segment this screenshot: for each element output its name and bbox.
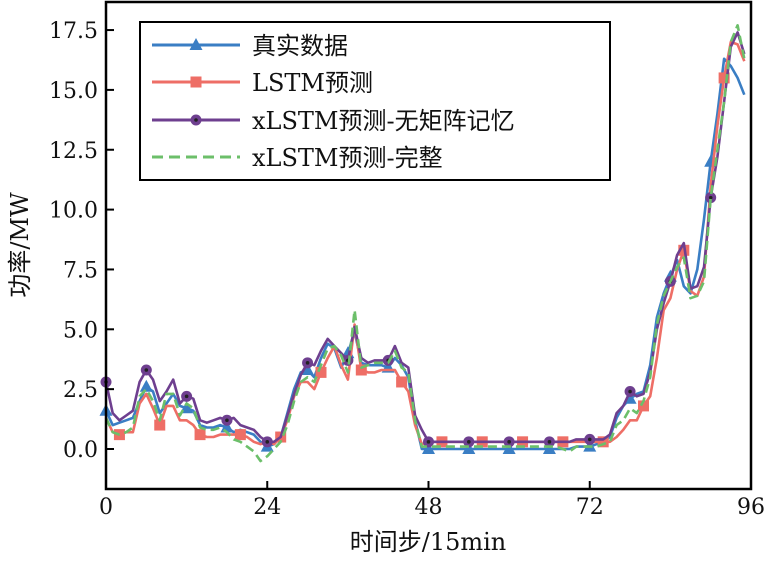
series-line: [104, 31, 746, 444]
data-point: [154, 419, 166, 431]
legend-item: LSTM预测: [152, 69, 373, 97]
data-point: [234, 429, 246, 441]
data-point-center: [507, 440, 511, 444]
y-tick-label: 17.5: [49, 19, 98, 44]
data-point-center: [144, 368, 149, 372]
data-point: [315, 366, 327, 378]
legend-marker: [189, 38, 203, 50]
x-tick-label: 48: [415, 495, 443, 520]
legend-item: xLSTM预测-完整: [152, 144, 443, 172]
legend-box: [139, 21, 611, 181]
data-point-center: [628, 389, 632, 394]
y-tick-label: 12.5: [49, 139, 98, 164]
data-point-center: [265, 440, 270, 444]
series-line: [104, 23, 746, 463]
data-point: [139, 379, 153, 392]
data-point-center: [547, 440, 552, 444]
y-tick-label: 15.0: [49, 79, 98, 104]
series-layer: [99, 23, 746, 463]
legend-label: xLSTM预测-无矩阵记忆: [252, 107, 515, 135]
data-point: [502, 442, 516, 454]
legend-label: 真实数据: [252, 32, 348, 60]
y-tick-label: 10.0: [49, 199, 98, 224]
legend-label: xLSTM预测-完整: [252, 144, 443, 172]
y-tick-label: 7.5: [63, 258, 98, 283]
data-point-center: [467, 440, 471, 444]
x-tick-label: 96: [737, 495, 765, 520]
data-point: [396, 376, 408, 388]
ticks-layer: 0 24 48 72 96 0.0 2.5 5.0 7.5 10.0 12.5 15.0 17.5: [49, 19, 765, 520]
legend-marker: [190, 76, 202, 88]
data-point: [597, 436, 609, 448]
data-point-center: [225, 418, 229, 423]
data-point: [422, 442, 435, 454]
x-tick-label: 0: [99, 495, 113, 520]
data-point: [542, 442, 556, 454]
data-point-center: [587, 437, 592, 442]
y-tick-label: 5.0: [63, 318, 98, 343]
legend-item: 真实数据: [152, 32, 348, 60]
data-point: [301, 362, 315, 375]
data-point: [220, 420, 234, 433]
data-point: [194, 429, 206, 441]
x-tick-label: 72: [576, 495, 604, 520]
x-tick-label: 24: [253, 495, 281, 520]
legend: 真实数据 LSTM预测 xLSTM预测-无矩阵记忆 xLSTM预测-完整: [139, 21, 611, 181]
data-point: [355, 364, 367, 376]
series-3: [104, 23, 746, 463]
data-point-center: [184, 394, 189, 399]
data-point: [718, 72, 730, 84]
data-point: [638, 400, 649, 412]
y-tick-label: 2.5: [63, 378, 98, 403]
data-point-center: [305, 361, 310, 365]
x-axis-label: 时间步/15min: [350, 528, 507, 556]
data-point: [462, 442, 476, 454]
legend-label: LSTM预测: [252, 69, 373, 97]
data-point-center: [426, 440, 431, 444]
y-axis-label: 功率/MW: [6, 192, 34, 298]
y-tick-label: 0.0: [63, 438, 98, 463]
legend-marker-center: [194, 118, 198, 122]
data-point-center: [708, 195, 713, 200]
legend-item: xLSTM预测-无矩阵记忆: [152, 107, 515, 135]
